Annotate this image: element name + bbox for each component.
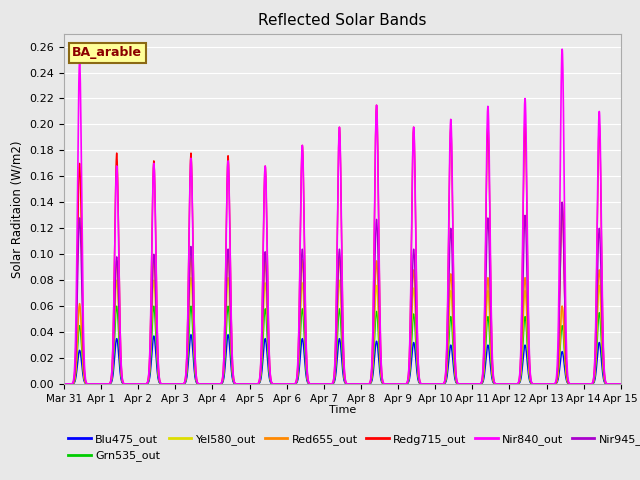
Nir840_out	[157, 380, 164, 386]
X-axis label: Time: Time	[329, 405, 356, 415]
Nir945_out	[606, 381, 614, 387]
Blu475_out	[124, 381, 131, 387]
Line: Grn535_out: Grn535_out	[64, 306, 621, 384]
Red655_out	[617, 381, 625, 387]
Grn535_out	[298, 308, 306, 313]
Yel580_out	[546, 381, 554, 387]
Red655_out	[298, 260, 306, 265]
Legend: Blu475_out, Grn535_out, Yel580_out, Red655_out, Redg715_out, Nir840_out, Nir945_: Blu475_out, Grn535_out, Yel580_out, Red6…	[64, 430, 640, 466]
Yel580_out	[124, 381, 131, 387]
Yel580_out	[617, 381, 625, 387]
Redg715_out	[157, 380, 164, 386]
Nir840_out	[558, 46, 566, 52]
Redg715_out	[606, 381, 614, 387]
Nir945_out	[558, 199, 566, 205]
Redg715_out	[546, 381, 554, 387]
Red655_out	[124, 381, 131, 387]
Nir945_out	[546, 381, 554, 387]
Red655_out	[546, 381, 554, 387]
Nir840_out	[124, 381, 131, 387]
Line: Nir945_out: Nir945_out	[64, 202, 621, 384]
Grn535_out	[546, 381, 554, 387]
Redg715_out	[274, 381, 282, 387]
Nir840_out	[546, 381, 554, 387]
Nir840_out	[298, 155, 305, 160]
Redg715_out	[617, 381, 625, 387]
Nir945_out	[157, 381, 164, 386]
Grn535_out	[617, 381, 625, 387]
Line: Blu475_out: Blu475_out	[64, 335, 621, 384]
Nir840_out	[606, 381, 614, 387]
Nir840_out	[274, 381, 282, 387]
Line: Nir840_out: Nir840_out	[64, 49, 621, 384]
Red655_out	[274, 381, 282, 387]
Nir945_out	[60, 381, 68, 387]
Title: Reflected Solar Bands: Reflected Solar Bands	[258, 13, 427, 28]
Blu475_out	[157, 381, 164, 387]
Redg715_out	[372, 102, 380, 108]
Nir840_out	[617, 381, 625, 387]
Blu475_out	[298, 337, 306, 343]
Blu475_out	[60, 381, 68, 387]
Nir840_out	[60, 381, 68, 387]
Yel580_out	[157, 381, 164, 386]
Nir945_out	[617, 381, 625, 387]
Grn535_out	[157, 381, 164, 386]
Red655_out	[60, 381, 68, 387]
Redg715_out	[298, 155, 305, 160]
Line: Yel580_out: Yel580_out	[64, 277, 621, 384]
Y-axis label: Solar Raditaion (W/m2): Solar Raditaion (W/m2)	[11, 140, 24, 277]
Blu475_out	[274, 381, 282, 387]
Text: BA_arable: BA_arable	[72, 47, 142, 60]
Yel580_out	[60, 381, 68, 387]
Blu475_out	[606, 381, 614, 387]
Grn535_out	[274, 381, 282, 387]
Yel580_out	[298, 283, 306, 288]
Line: Redg715_out: Redg715_out	[64, 105, 621, 384]
Yel580_out	[187, 275, 195, 280]
Nir945_out	[274, 381, 282, 387]
Grn535_out	[113, 303, 120, 309]
Line: Red655_out: Red655_out	[64, 254, 621, 384]
Red655_out	[224, 252, 232, 257]
Grn535_out	[124, 381, 132, 387]
Nir945_out	[124, 381, 131, 387]
Grn535_out	[60, 381, 68, 387]
Yel580_out	[606, 381, 614, 387]
Redg715_out	[60, 381, 68, 387]
Red655_out	[157, 381, 164, 386]
Nir945_out	[298, 253, 305, 259]
Red655_out	[606, 381, 614, 387]
Grn535_out	[606, 381, 614, 387]
Blu475_out	[617, 381, 625, 387]
Redg715_out	[124, 381, 131, 387]
Blu475_out	[546, 381, 554, 387]
Blu475_out	[187, 332, 195, 337]
Yel580_out	[274, 381, 282, 387]
